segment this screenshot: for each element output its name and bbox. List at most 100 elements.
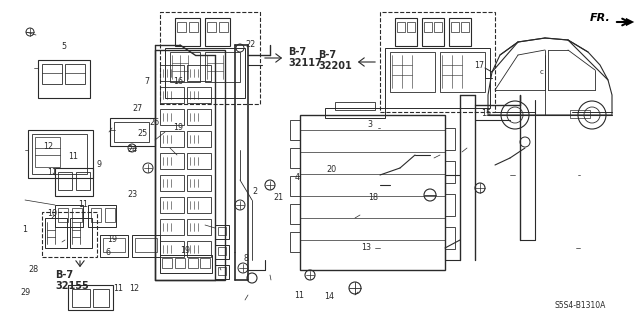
Bar <box>65 64 85 84</box>
Bar <box>570 110 590 118</box>
Bar <box>42 212 97 257</box>
Text: 11: 11 <box>113 284 124 293</box>
Bar <box>187 153 211 169</box>
Bar <box>397 22 405 32</box>
Text: 25: 25 <box>137 130 147 138</box>
Bar <box>219 22 228 32</box>
Bar <box>188 258 198 268</box>
Text: 19: 19 <box>173 123 183 132</box>
Bar <box>335 102 375 110</box>
Bar <box>110 118 155 146</box>
Bar <box>440 52 485 92</box>
Bar <box>68 285 113 310</box>
Bar <box>160 241 184 257</box>
Text: 2: 2 <box>252 187 257 196</box>
Text: 29: 29 <box>20 288 31 297</box>
Text: FR.: FR. <box>590 13 611 23</box>
Text: 19: 19 <box>180 246 191 255</box>
Bar <box>215 265 229 279</box>
Bar <box>187 219 211 235</box>
Text: 32155: 32155 <box>55 281 89 291</box>
Bar <box>215 245 229 259</box>
Bar <box>449 18 471 46</box>
Bar <box>290 120 300 140</box>
Bar <box>100 235 128 257</box>
Text: S5S4-B1310A: S5S4-B1310A <box>554 300 605 309</box>
Bar <box>187 175 211 191</box>
Text: 32117: 32117 <box>288 58 322 68</box>
Bar <box>422 18 444 46</box>
Text: B-7: B-7 <box>55 270 73 280</box>
Text: 16: 16 <box>173 77 183 86</box>
Bar <box>88 205 116 227</box>
Text: 14: 14 <box>324 292 335 301</box>
Bar <box>187 241 211 257</box>
Bar <box>395 18 417 46</box>
Bar <box>187 109 211 125</box>
Bar <box>177 22 186 32</box>
Text: B-7: B-7 <box>288 47 306 57</box>
Bar <box>187 65 211 81</box>
Bar <box>132 235 160 257</box>
Bar <box>205 52 240 82</box>
Bar <box>187 87 211 103</box>
Bar <box>28 130 93 178</box>
Bar <box>160 109 184 125</box>
Bar <box>58 172 72 190</box>
Text: 9: 9 <box>97 160 102 169</box>
Bar <box>32 134 87 174</box>
Text: 23: 23 <box>127 190 138 199</box>
Bar <box>187 197 211 213</box>
Text: 12: 12 <box>43 142 53 151</box>
Bar <box>424 22 432 32</box>
Bar <box>200 258 210 268</box>
Text: 24: 24 <box>127 145 138 154</box>
Text: B-7: B-7 <box>318 50 336 60</box>
Text: 6: 6 <box>105 248 110 256</box>
Bar <box>380 12 495 112</box>
Bar <box>290 204 300 224</box>
Bar <box>290 148 300 168</box>
Bar <box>160 131 184 147</box>
Text: 18: 18 <box>368 193 378 202</box>
Bar <box>38 60 90 98</box>
Text: 4: 4 <box>295 173 300 182</box>
Bar <box>105 208 115 222</box>
Text: 11: 11 <box>294 291 305 300</box>
Bar <box>290 176 300 196</box>
Text: 11: 11 <box>68 152 79 161</box>
Text: 17: 17 <box>474 61 484 70</box>
Bar <box>103 238 125 252</box>
Bar <box>35 137 60 167</box>
Bar <box>58 208 68 222</box>
Bar <box>451 22 459 32</box>
Text: 28: 28 <box>28 265 38 274</box>
Text: c: c <box>540 69 544 75</box>
Bar <box>175 258 185 268</box>
Bar <box>175 18 200 46</box>
Bar <box>218 247 226 255</box>
Bar <box>162 258 172 268</box>
Bar <box>461 22 469 32</box>
Bar <box>155 50 225 280</box>
Bar <box>215 225 229 239</box>
Text: 11: 11 <box>47 168 58 177</box>
Bar <box>72 208 82 222</box>
Text: 22: 22 <box>246 40 256 49</box>
Text: 10: 10 <box>47 209 58 218</box>
Bar <box>290 232 300 252</box>
Bar <box>160 219 184 235</box>
Bar <box>93 289 109 307</box>
Text: 20: 20 <box>326 165 337 174</box>
Bar <box>445 128 455 150</box>
Bar <box>445 194 455 216</box>
Bar <box>160 12 260 104</box>
Bar <box>91 208 101 222</box>
Bar <box>70 218 92 248</box>
Bar <box>434 22 442 32</box>
Bar <box>385 48 490 108</box>
Text: 7: 7 <box>145 77 150 86</box>
Text: 13: 13 <box>361 243 371 252</box>
Bar <box>160 153 184 169</box>
Bar <box>55 168 93 196</box>
